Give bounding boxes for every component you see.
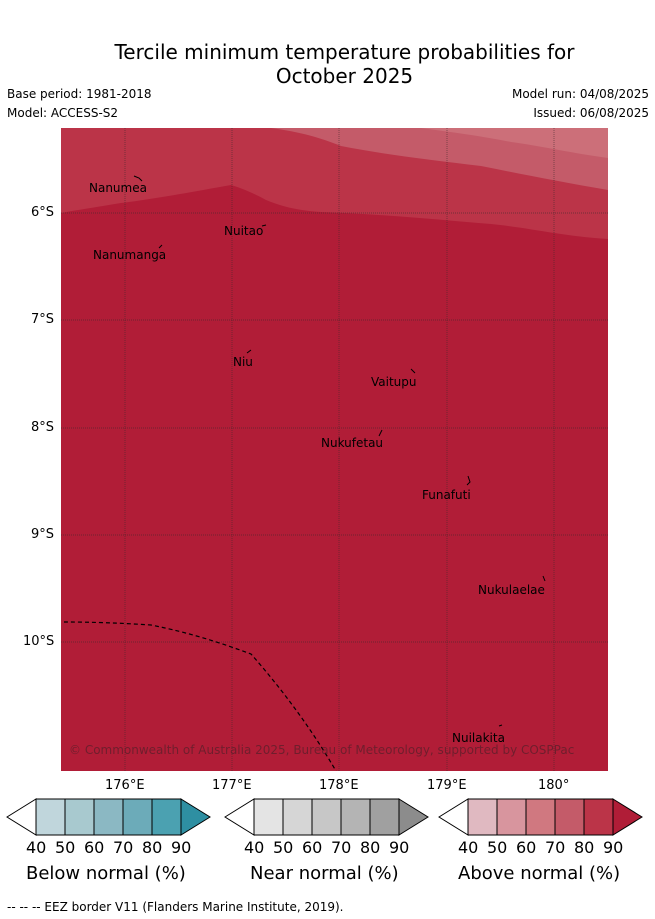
colorbar-near-tick-70: 70: [331, 838, 352, 857]
colorbar-below-label: Below normal (%): [26, 863, 186, 884]
colorbar-above-normal: 40 50 60 70 80 90 Above normal (%): [438, 798, 643, 888]
colorbar-above-tick-90: 90: [603, 838, 624, 857]
region-above-60: [421, 128, 608, 158]
title-line-2: October 2025: [275, 64, 414, 88]
colorbar-above-tick-80: 80: [574, 838, 595, 857]
base-period: Base period: 1981-2018: [7, 87, 152, 101]
colorbar-near-tick-80: 80: [360, 838, 381, 857]
colorbar-below-tick-70: 70: [113, 838, 134, 857]
region-above-90: [61, 128, 608, 771]
lat-tick-8s: 8°S: [31, 420, 55, 435]
lon-tick-179e: 179°E: [427, 778, 467, 793]
island-shape-nuilakita: [498, 724, 503, 727]
island-shape-funafuti: [466, 475, 471, 486]
colorbar-near-tick-60: 60: [302, 838, 323, 857]
colorbar-above-normal-swatches: [438, 798, 643, 836]
island-shape-nukulaelae: [542, 575, 546, 582]
colorbar-near-tick-90: 90: [389, 838, 410, 857]
island-label-nukulaelae: Nukulaelae: [478, 583, 545, 597]
island-shape-nuitao: [261, 224, 267, 227]
model-name: Model: ACCESS-S2: [7, 106, 119, 120]
lon-tick-178e: 178°E: [319, 778, 359, 793]
island-shape-nanumea: [133, 175, 143, 182]
island-label-nanumea: Nanumea: [89, 181, 147, 195]
island-shape-nukufetau: [378, 429, 383, 437]
island-shape-niu: [246, 349, 252, 354]
eez-footnote: -- -- -- EEZ border V11 (Flanders Marine…: [7, 900, 344, 914]
island-label-nanumanga: Nanumanga: [93, 248, 167, 262]
lat-tick-9s: 9°S: [31, 527, 55, 542]
colorbar-near-normal: 40 50 60 70 80 90 Near normal (%): [224, 798, 429, 888]
colorbar-above-tick-40: 40: [458, 838, 479, 857]
copyright-notice: © Commonwealth of Australia 2025, Bureau…: [69, 743, 575, 757]
lon-tick-180: 180°: [538, 778, 570, 793]
issued-date: Issued: 06/08/2025: [533, 106, 649, 120]
island-outlines: [133, 175, 546, 727]
colorbar-above-label: Above normal (%): [458, 863, 621, 884]
island-label-nuitao: Nuitao: [224, 224, 264, 238]
island-shape-nanumanga: [158, 244, 163, 249]
island-label-funafuti: Funafuti: [422, 488, 471, 502]
colorbar-below-tick-60: 60: [84, 838, 105, 857]
title-line-1: Tercile minimum temperature probabilitie…: [114, 40, 575, 64]
lon-tick-176e: 176°E: [105, 778, 145, 793]
eez-border: [63, 621, 337, 771]
colorbar-near-tick-40: 40: [244, 838, 265, 857]
island-label-nukufetau: Nukufetau: [321, 436, 384, 450]
colorbar-near-label: Near normal (%): [250, 863, 399, 884]
lat-tick-10s: 10°S: [23, 634, 55, 649]
colorbar-below-normal-swatches: [6, 798, 211, 836]
colorbar-above-tick-50: 50: [487, 838, 508, 857]
colorbar-below-tick-40: 40: [26, 838, 47, 857]
map-title: Tercile minimum temperature probabilitie…: [0, 40, 655, 88]
colorbar-above-tick-60: 60: [516, 838, 537, 857]
colorbar-below-tick-80: 80: [142, 838, 163, 857]
island-label-niu: Niu: [233, 355, 253, 369]
colorbar-above-tick-70: 70: [545, 838, 566, 857]
island-shape-vaitupu: [410, 368, 416, 374]
colorbar-near-normal-swatches: [224, 798, 429, 836]
lat-tick-7s: 7°S: [31, 312, 55, 327]
island-label-nuilakita: Nuilakita: [452, 731, 505, 745]
map-canvas: [61, 128, 608, 771]
map-panel: Nanumea Nuitao Nanumanga Niu Vaitupu Nuk…: [61, 128, 608, 771]
island-label-vaitupu: Vaitupu: [371, 375, 417, 389]
colorbar-below-normal: 40 50 60 70 80 90 Below normal (%): [6, 798, 211, 888]
colorbar-near-tick-50: 50: [273, 838, 294, 857]
model-run: Model run: 04/08/2025: [511, 87, 649, 101]
colorbar-below-tick-90: 90: [171, 838, 192, 857]
lat-tick-6s: 6°S: [31, 205, 55, 220]
colorbar-below-tick-50: 50: [55, 838, 76, 857]
lon-tick-177e: 177°E: [212, 778, 252, 793]
